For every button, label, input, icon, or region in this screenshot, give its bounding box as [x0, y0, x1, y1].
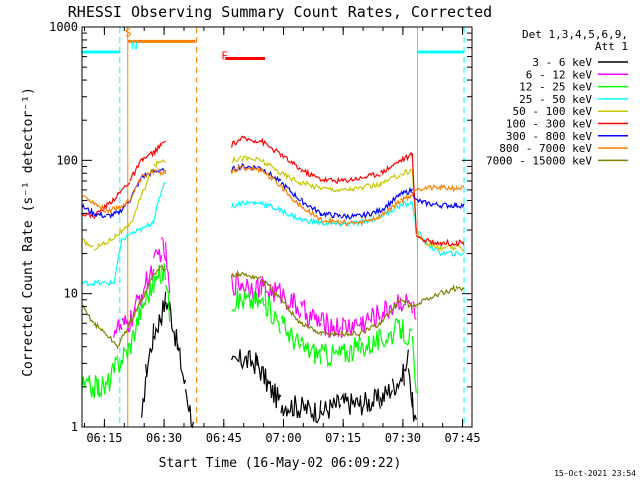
- x-axis-label: Start Time (16-May-02 06:09:22): [159, 456, 402, 471]
- series-line: [113, 236, 417, 339]
- x-tick-label: 06:15: [86, 431, 122, 445]
- series-line: [81, 155, 465, 253]
- x-tick-label: 06:30: [146, 431, 182, 445]
- annotations: SN F: [125, 26, 228, 62]
- legend-label: 6 - 12 keV: [526, 68, 593, 81]
- x-tick-label: 07:00: [265, 431, 301, 445]
- x-tick-label: 07:30: [385, 431, 421, 445]
- legend-label: 12 - 25 keV: [519, 81, 592, 94]
- x-axis: 06:15 06:30 06:45 07:00 07:15 07:30 07:45: [84, 27, 481, 445]
- annotation-S: S: [125, 26, 132, 39]
- series-group: [81, 135, 465, 429]
- x-tick-label: 07:15: [325, 431, 361, 445]
- legend-header: Det 1,3,4,5,6,9,: [522, 28, 628, 41]
- y-tick-label: 1: [71, 420, 78, 434]
- legend-header: Att 1: [595, 40, 628, 53]
- chart-title: RHESSI Observing Summary Count Rates, Co…: [68, 3, 492, 21]
- y-tick-label: 100: [56, 153, 78, 167]
- legend-label: 100 - 300 keV: [506, 118, 592, 131]
- timestamp-footer: 15-Oct-2021 23:54: [554, 469, 636, 478]
- legend-label: 300 - 800 keV: [506, 130, 592, 143]
- y-tick-label: 1000: [49, 20, 78, 34]
- legend-label: 7000 - 15000 keV: [486, 154, 592, 167]
- legend-label: 3 - 6 keV: [532, 56, 592, 69]
- legend-label: 25 - 50 keV: [519, 93, 592, 106]
- legend-label: 50 - 100 keV: [513, 105, 593, 118]
- series-line: [81, 264, 465, 349]
- series-line: [141, 291, 417, 429]
- x-tick-label: 06:45: [206, 431, 242, 445]
- plot-frame: [81, 26, 473, 428]
- annotation-F: F: [221, 50, 228, 63]
- background-markers: [82, 27, 465, 427]
- series-line: [81, 165, 465, 227]
- annotation-N: N: [131, 39, 138, 52]
- x-tick-label: 07:45: [445, 431, 481, 445]
- y-axis-label: Corrected Count Rate (s⁻¹ detector⁻¹): [21, 87, 36, 377]
- series-line: [81, 263, 417, 399]
- series-line: [81, 135, 465, 248]
- legend-label: 800 - 7000 keV: [499, 142, 592, 155]
- y-axis: 1 10 100 1000: [49, 20, 472, 434]
- y-tick-label: 10: [64, 287, 78, 301]
